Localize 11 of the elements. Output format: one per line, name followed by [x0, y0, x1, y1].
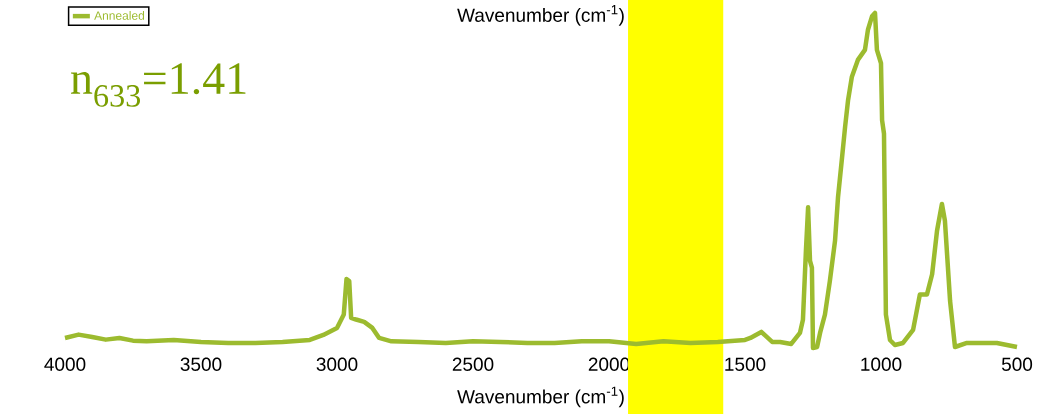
legend-label: Annealed: [94, 11, 145, 20]
x-tick-label: 3000: [316, 357, 358, 371]
chart-title: Wavenumber (cm$^{-1}$): [457, 5, 624, 26]
x-tick-label: 2500: [452, 357, 494, 371]
x-tick-label: 1500: [725, 357, 766, 371]
annotation: n$_{633}$=1.41: [71, 63, 246, 107]
x-tick-label: 500: [1001, 357, 1033, 371]
x-tick-label: 1000: [861, 357, 902, 371]
x-tick-label: 3500: [180, 357, 222, 371]
x-axis-title: Wavenumber (cm$^{-1}$): [457, 386, 624, 408]
x-tick-label: 4000: [44, 357, 86, 371]
